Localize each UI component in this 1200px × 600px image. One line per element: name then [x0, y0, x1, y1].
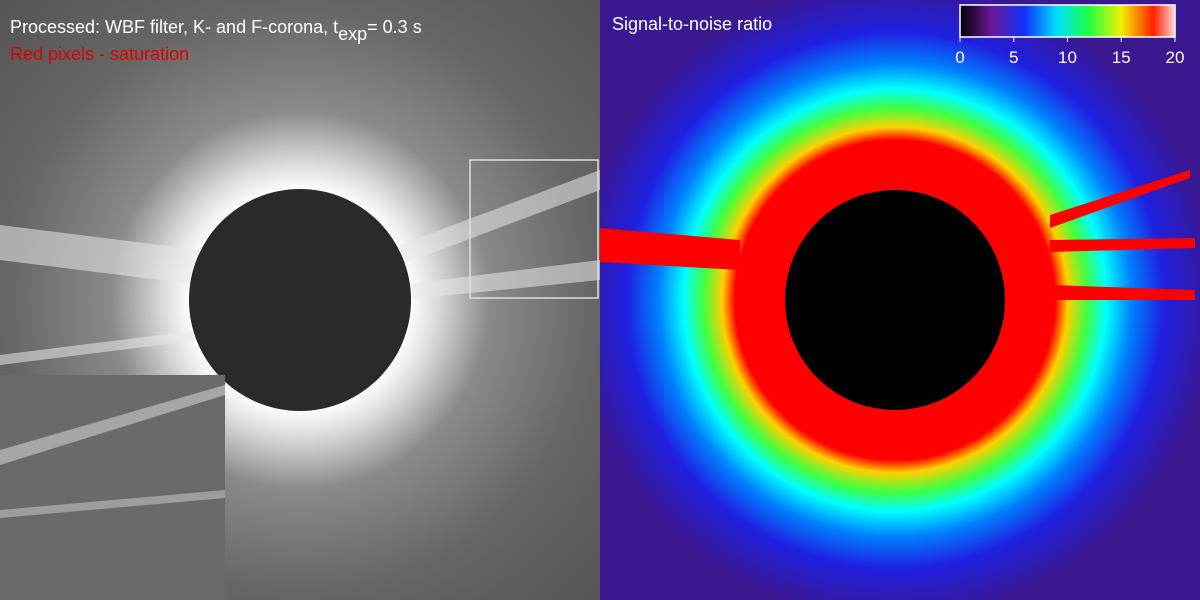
colorbar-ticks: 0 5 10 15 20 [955, 37, 1184, 67]
colorbar-tick-label: 10 [1058, 48, 1077, 67]
colorbar-tick-label: 0 [955, 48, 964, 67]
colorbar-tick-label: 15 [1112, 48, 1131, 67]
title-prefix: Processed: WBF filter, K- and F-corona, … [10, 17, 338, 37]
occulting-disk [189, 189, 411, 411]
snr-streamers [600, 170, 1195, 300]
left-title: Processed: WBF filter, K- and F-corona, … [10, 17, 422, 44]
zoom-inset [0, 375, 225, 600]
inset-streamer [0, 490, 225, 518]
occulting-disk [785, 190, 1005, 410]
streamers [0, 170, 600, 365]
right-title: Signal-to-noise ratio [612, 14, 772, 34]
saturation-note: Red pixels - saturation [10, 44, 189, 64]
colorbar [959, 4, 1176, 38]
right-panel: Signal-to-noise ratio 0 5 10 15 20 [600, 0, 1200, 600]
title-subscript: exp [338, 24, 367, 44]
colorbar-tick-label: 5 [1009, 48, 1018, 67]
inset-streamer [0, 385, 225, 465]
title-suffix: = 0.3 s [367, 17, 422, 37]
colorbar-tick-label: 20 [1166, 48, 1185, 67]
left-panel: Processed: WBF filter, K- and F-corona, … [0, 0, 600, 600]
zoom-box [469, 159, 599, 299]
